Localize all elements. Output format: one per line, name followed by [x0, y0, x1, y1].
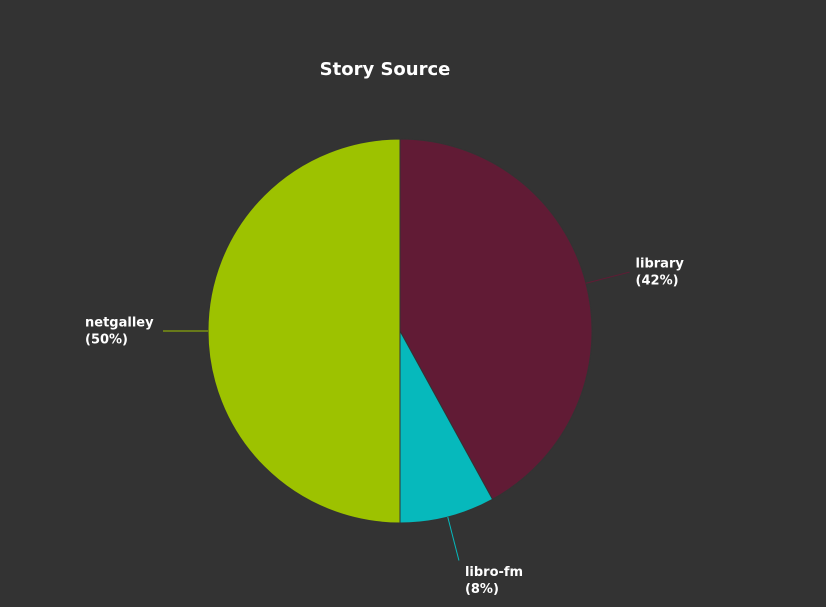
slice-value-label: (42%) — [636, 274, 679, 289]
pie-slice — [207, 138, 401, 524]
slice-label: netgalley — [85, 316, 154, 331]
chart-title: Story Source — [320, 59, 451, 80]
slice-value-label: (8%) — [465, 582, 499, 597]
leader-line — [585, 271, 630, 284]
slice-label: libro-fm — [465, 565, 523, 580]
leader-line — [447, 516, 460, 561]
slice-value-label: (50%) — [85, 333, 128, 348]
slice-label: library — [636, 257, 685, 272]
pie-slice — [399, 330, 494, 524]
